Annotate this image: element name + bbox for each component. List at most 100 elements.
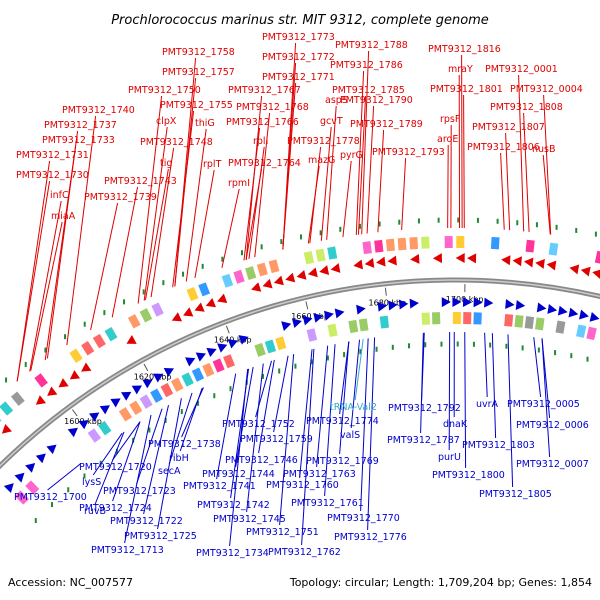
label-leader-line	[401, 157, 407, 231]
forward-gene-arrow	[523, 257, 534, 268]
scale-mark	[358, 223, 361, 229]
forward-gene-arrow	[512, 256, 522, 267]
reverse-gene-label: PMT9312_1720	[79, 462, 152, 473]
scale-mark	[424, 342, 427, 348]
scale-mark	[437, 217, 440, 223]
gene-feature-block	[34, 373, 48, 388]
reverse-gene-label: ribH	[169, 453, 189, 464]
gene-feature-block	[594, 250, 600, 265]
gene-feature-block	[170, 377, 184, 392]
reverse-gene-arrow	[547, 303, 558, 314]
gene-feature-block	[160, 382, 174, 398]
forward-gene-arrow	[69, 370, 81, 380]
gene-feature-block	[245, 266, 257, 280]
forward-gene-label: infC	[50, 190, 69, 201]
scale-mark	[505, 343, 508, 349]
forward-gene-arrow	[194, 302, 205, 312]
reverse-gene-arrow	[217, 343, 228, 353]
label-leader-line	[47, 463, 81, 491]
forward-gene-label: PMT9312_1789	[350, 119, 423, 130]
scale-mark	[182, 271, 185, 277]
label-leader-line	[94, 431, 125, 505]
forward-gene-arrow	[58, 378, 69, 388]
scale-mark	[457, 217, 460, 223]
kbp-tick	[71, 409, 78, 417]
gene-feature-block	[198, 282, 211, 297]
gene-feature-block	[348, 319, 359, 334]
scale-mark	[229, 386, 232, 392]
label-leader-line	[279, 354, 295, 526]
reverse-gene-label: valS	[340, 430, 360, 441]
reverse-gene-label: PMT9312_1763	[283, 469, 356, 480]
gene-feature-block	[555, 320, 566, 334]
reverse-gene-arrow	[452, 296, 462, 307]
reverse-gene-arrow	[89, 412, 100, 422]
reverse-gene-arrow	[473, 297, 483, 308]
reverse-gene-label: PMT9312_1803	[462, 440, 535, 451]
forward-gene-label: PMT9312_1757	[162, 67, 235, 78]
forward-gene-label: PMT9312_1755	[160, 100, 233, 111]
gene-feature-block	[202, 362, 215, 378]
label-leader-line	[136, 408, 163, 485]
scale-mark	[34, 518, 37, 524]
scale-mark	[359, 349, 362, 355]
forward-gene-arrow	[535, 258, 545, 269]
gene-feature-block	[129, 400, 143, 416]
reverse-gene-label: PMT9312_1776	[334, 532, 407, 543]
gene-feature-block	[186, 286, 199, 302]
label-leader-line	[533, 337, 542, 398]
gene-feature-block	[254, 342, 266, 357]
forward-gene-label: PMT9312_1788	[335, 40, 408, 51]
reverse-gene-label: dnaK	[443, 419, 468, 430]
reverse-gene-arrow	[227, 339, 238, 349]
forward-gene-arrow	[546, 260, 557, 271]
gene-feature-block	[397, 237, 407, 251]
gene-feature-block	[421, 312, 431, 325]
forward-gene-label: PMT9312_1740	[62, 105, 135, 116]
label-leader-line	[258, 359, 275, 454]
scale-mark	[99, 460, 102, 466]
scale-mark	[241, 250, 243, 256]
gene-feature-block	[150, 388, 163, 403]
forward-gene-arrow	[580, 266, 591, 277]
kbp-tick-label: 1680 kbp	[369, 299, 407, 308]
reverse-gene-arrow	[206, 347, 217, 358]
gene-feature-block	[504, 314, 514, 327]
label-leader-line	[543, 94, 552, 235]
forward-gene-arrow	[307, 267, 318, 278]
forward-gene-arrow	[47, 386, 58, 396]
kbp-tick	[305, 301, 309, 310]
label-leader-line	[245, 168, 263, 260]
label-leader-line	[143, 404, 169, 515]
scale-mark	[476, 217, 479, 223]
forward-gene-label: PMT9312_1793	[372, 147, 445, 158]
scale-mark	[83, 321, 86, 327]
scale-mark	[472, 341, 475, 347]
gene-feature-block	[362, 241, 372, 255]
forward-gene-arrow	[1, 423, 12, 434]
gene-feature-block	[463, 312, 472, 325]
label-leader-line	[229, 369, 249, 547]
gene-feature-block	[69, 348, 83, 363]
label-leader-line	[355, 70, 365, 235]
reverse-gene-arrow	[67, 427, 78, 438]
gene-feature-block	[92, 333, 106, 349]
forward-gene-label: PMT9312_1767	[228, 85, 301, 96]
reverse-gene-label: PMT9312_1760	[266, 480, 339, 491]
forward-gene-arrow	[217, 293, 228, 304]
gene-feature-block	[212, 358, 225, 373]
label-leader-line	[447, 144, 449, 229]
reverse-gene-label: PMT9312_1744	[202, 469, 275, 480]
reverse-gene-label: PMT9312_1787	[387, 435, 460, 446]
scale-mark	[44, 347, 47, 353]
forward-gene-label: PMT9312_1773	[262, 32, 335, 43]
scale-mark	[521, 345, 524, 351]
label-leader-line	[316, 345, 329, 468]
gene-feature-block	[118, 407, 133, 422]
label-leader-line	[507, 334, 514, 488]
reverse-gene-label: PMT9312_1723	[103, 486, 176, 497]
label-leader-line	[44, 145, 77, 361]
gene-feature-block	[303, 250, 315, 265]
forward-gene-label: nusB	[532, 144, 556, 155]
